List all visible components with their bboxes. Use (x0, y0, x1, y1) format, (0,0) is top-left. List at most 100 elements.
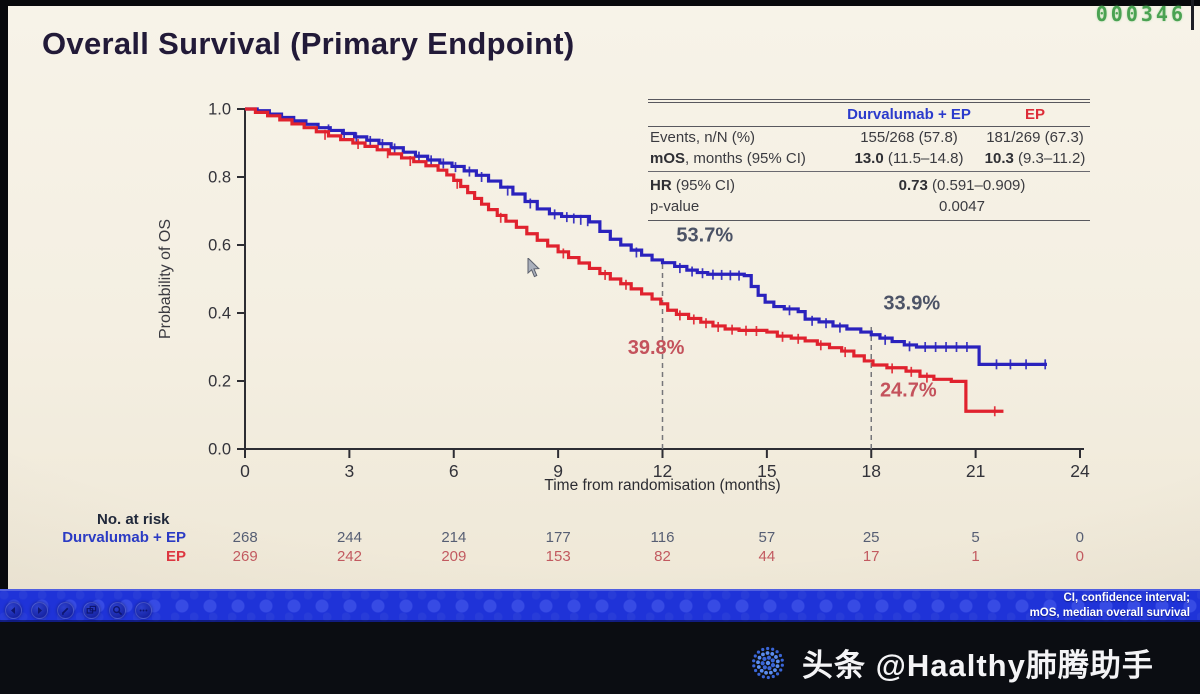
logo-dot (766, 646, 770, 650)
mos-value-ep: 10.3 (9.3–11.2) (984, 150, 1086, 167)
risk-count: 268 (232, 529, 258, 546)
slides-overview-icon (86, 605, 97, 614)
pen-tool-button[interactable] (57, 602, 74, 619)
risk-count: 5 (971, 529, 980, 546)
risk-row-ep: EP 269 242 209 153 82 44 17 1 0 (0, 548, 1140, 567)
next-slide-button[interactable] (31, 602, 48, 619)
presenter-toolbar (5, 602, 152, 619)
risk-count: 214 (441, 529, 467, 546)
logo-dot (761, 647, 765, 651)
logo-dot (775, 663, 780, 668)
risk-count: 0 (1075, 548, 1084, 565)
zoom-button[interactable] (109, 602, 126, 619)
risk-row-label: EP (165, 548, 186, 565)
logo-dot (767, 665, 772, 670)
logo-dot (771, 647, 775, 651)
risk-count: 44 (758, 548, 776, 565)
risk-count: 82 (654, 548, 671, 565)
abbreviations-footnote: CI, confidence interval; mOS, median ove… (1030, 591, 1190, 620)
risk-count: 17 (862, 548, 880, 565)
magnifier-icon (112, 605, 123, 616)
logo-dot (770, 662, 776, 667)
logo-dot (752, 663, 756, 667)
logo-dot (761, 651, 765, 656)
ellipsis-icon (139, 609, 148, 612)
logo-dot (764, 670, 768, 675)
logo-dot (775, 658, 780, 663)
pvalue-value: 0.0047 (939, 198, 985, 215)
events-value-durvalumab-ep: 155/268 (57.8) (860, 129, 958, 146)
logo-dot (771, 674, 775, 678)
mos-row-label: mOS, months (95% CI) (650, 150, 806, 167)
bottom-bar: 头条 @Haalthy肺腾助手 (0, 622, 1200, 694)
logo-dot (761, 674, 765, 678)
slide-title: Overall Survival (Primary Endpoint) (42, 26, 575, 61)
logo-dot (766, 655, 772, 660)
mos-value-durvalumab-ep: 13.0 (11.5–14.8) (854, 150, 964, 167)
watermark: 头条 @Haalthy肺腾助手 (748, 640, 1154, 685)
risk-count: 242 (336, 548, 362, 565)
previous-slide-button[interactable] (5, 602, 22, 619)
watermark-text: 头条 @Haalthy肺腾助手 (802, 648, 1154, 683)
logo-dot (774, 654, 778, 659)
arrow-left-icon (11, 607, 15, 614)
logo-dot (765, 660, 771, 665)
slide (8, 6, 1200, 589)
risk-count: 244 (336, 529, 362, 546)
watermark-logo-icon (752, 646, 784, 679)
logo-dot (753, 653, 757, 658)
logo-dot (757, 655, 762, 660)
logo-dot (760, 660, 765, 665)
logo-dot (778, 653, 782, 657)
logo-dot (768, 670, 773, 674)
logo-dot (775, 671, 780, 675)
logo-dot (756, 659, 760, 664)
stats-header-durvalumab-ep: Durvalumab + EP (847, 106, 971, 123)
logo-dot (780, 658, 784, 662)
risk-row-values: 268 244 214 177 116 57 25 5 0 (193, 529, 1132, 546)
slide-counter: 000346 (1095, 2, 1186, 26)
pvalue-label: p-value (650, 198, 700, 215)
risk-count: 269 (232, 548, 258, 565)
risk-count: 1 (971, 548, 980, 565)
footnote-line-2: mOS, median overall survival (1029, 606, 1190, 619)
stats-table: Durvalumab + EP EP Events, n/N (%) 155/2… (648, 99, 1090, 221)
risk-count: 25 (862, 529, 880, 546)
mouse-cursor (527, 258, 540, 278)
more-options-button[interactable] (135, 602, 152, 619)
risk-count: 116 (650, 529, 675, 546)
logo-dot (770, 651, 775, 656)
risk-count: 177 (545, 529, 571, 546)
logo-dot (762, 656, 767, 661)
logo-dot (779, 667, 783, 672)
risk-row-label: Durvalumab + EP (62, 529, 186, 546)
risk-count: 153 (545, 548, 571, 565)
hr-value: 0.73 (0.591–0.909) (898, 177, 1026, 194)
risk-table-header: No. at risk (97, 511, 170, 528)
stats-header-ep: EP (1024, 106, 1045, 123)
pen-icon (61, 607, 69, 616)
logo-dot (770, 657, 775, 663)
events-row-label: Events, n/N (%) (650, 129, 756, 146)
logo-dot (756, 664, 761, 669)
logo-dot (757, 672, 761, 676)
slide-sorter-button[interactable] (83, 602, 100, 619)
events-value-ep: 181/269 (67.3) (986, 129, 1084, 146)
footnote-line-1: CI, confidence interval; (1063, 592, 1190, 604)
risk-row-values: 269 242 209 153 82 44 17 1 0 (193, 548, 1132, 565)
logo-dot (754, 668, 758, 672)
logo-dot (759, 668, 764, 673)
hr-row-label: HR (95% CI) (650, 177, 736, 194)
logo-dot (766, 675, 770, 679)
logo-dot (775, 649, 779, 653)
risk-row-durvalumab-ep: Durvalumab + EP 268 244 214 177 116 57 25 5 0 (0, 529, 1140, 548)
risk-count: 209 (441, 548, 467, 565)
logo-dot (752, 658, 756, 662)
arrow-right-icon (38, 607, 42, 614)
logo-dot (765, 650, 770, 655)
screen-edge-line (1191, 0, 1194, 30)
logo-dot (773, 667, 777, 672)
logo-dot (780, 663, 784, 667)
logo-dot (756, 650, 761, 654)
